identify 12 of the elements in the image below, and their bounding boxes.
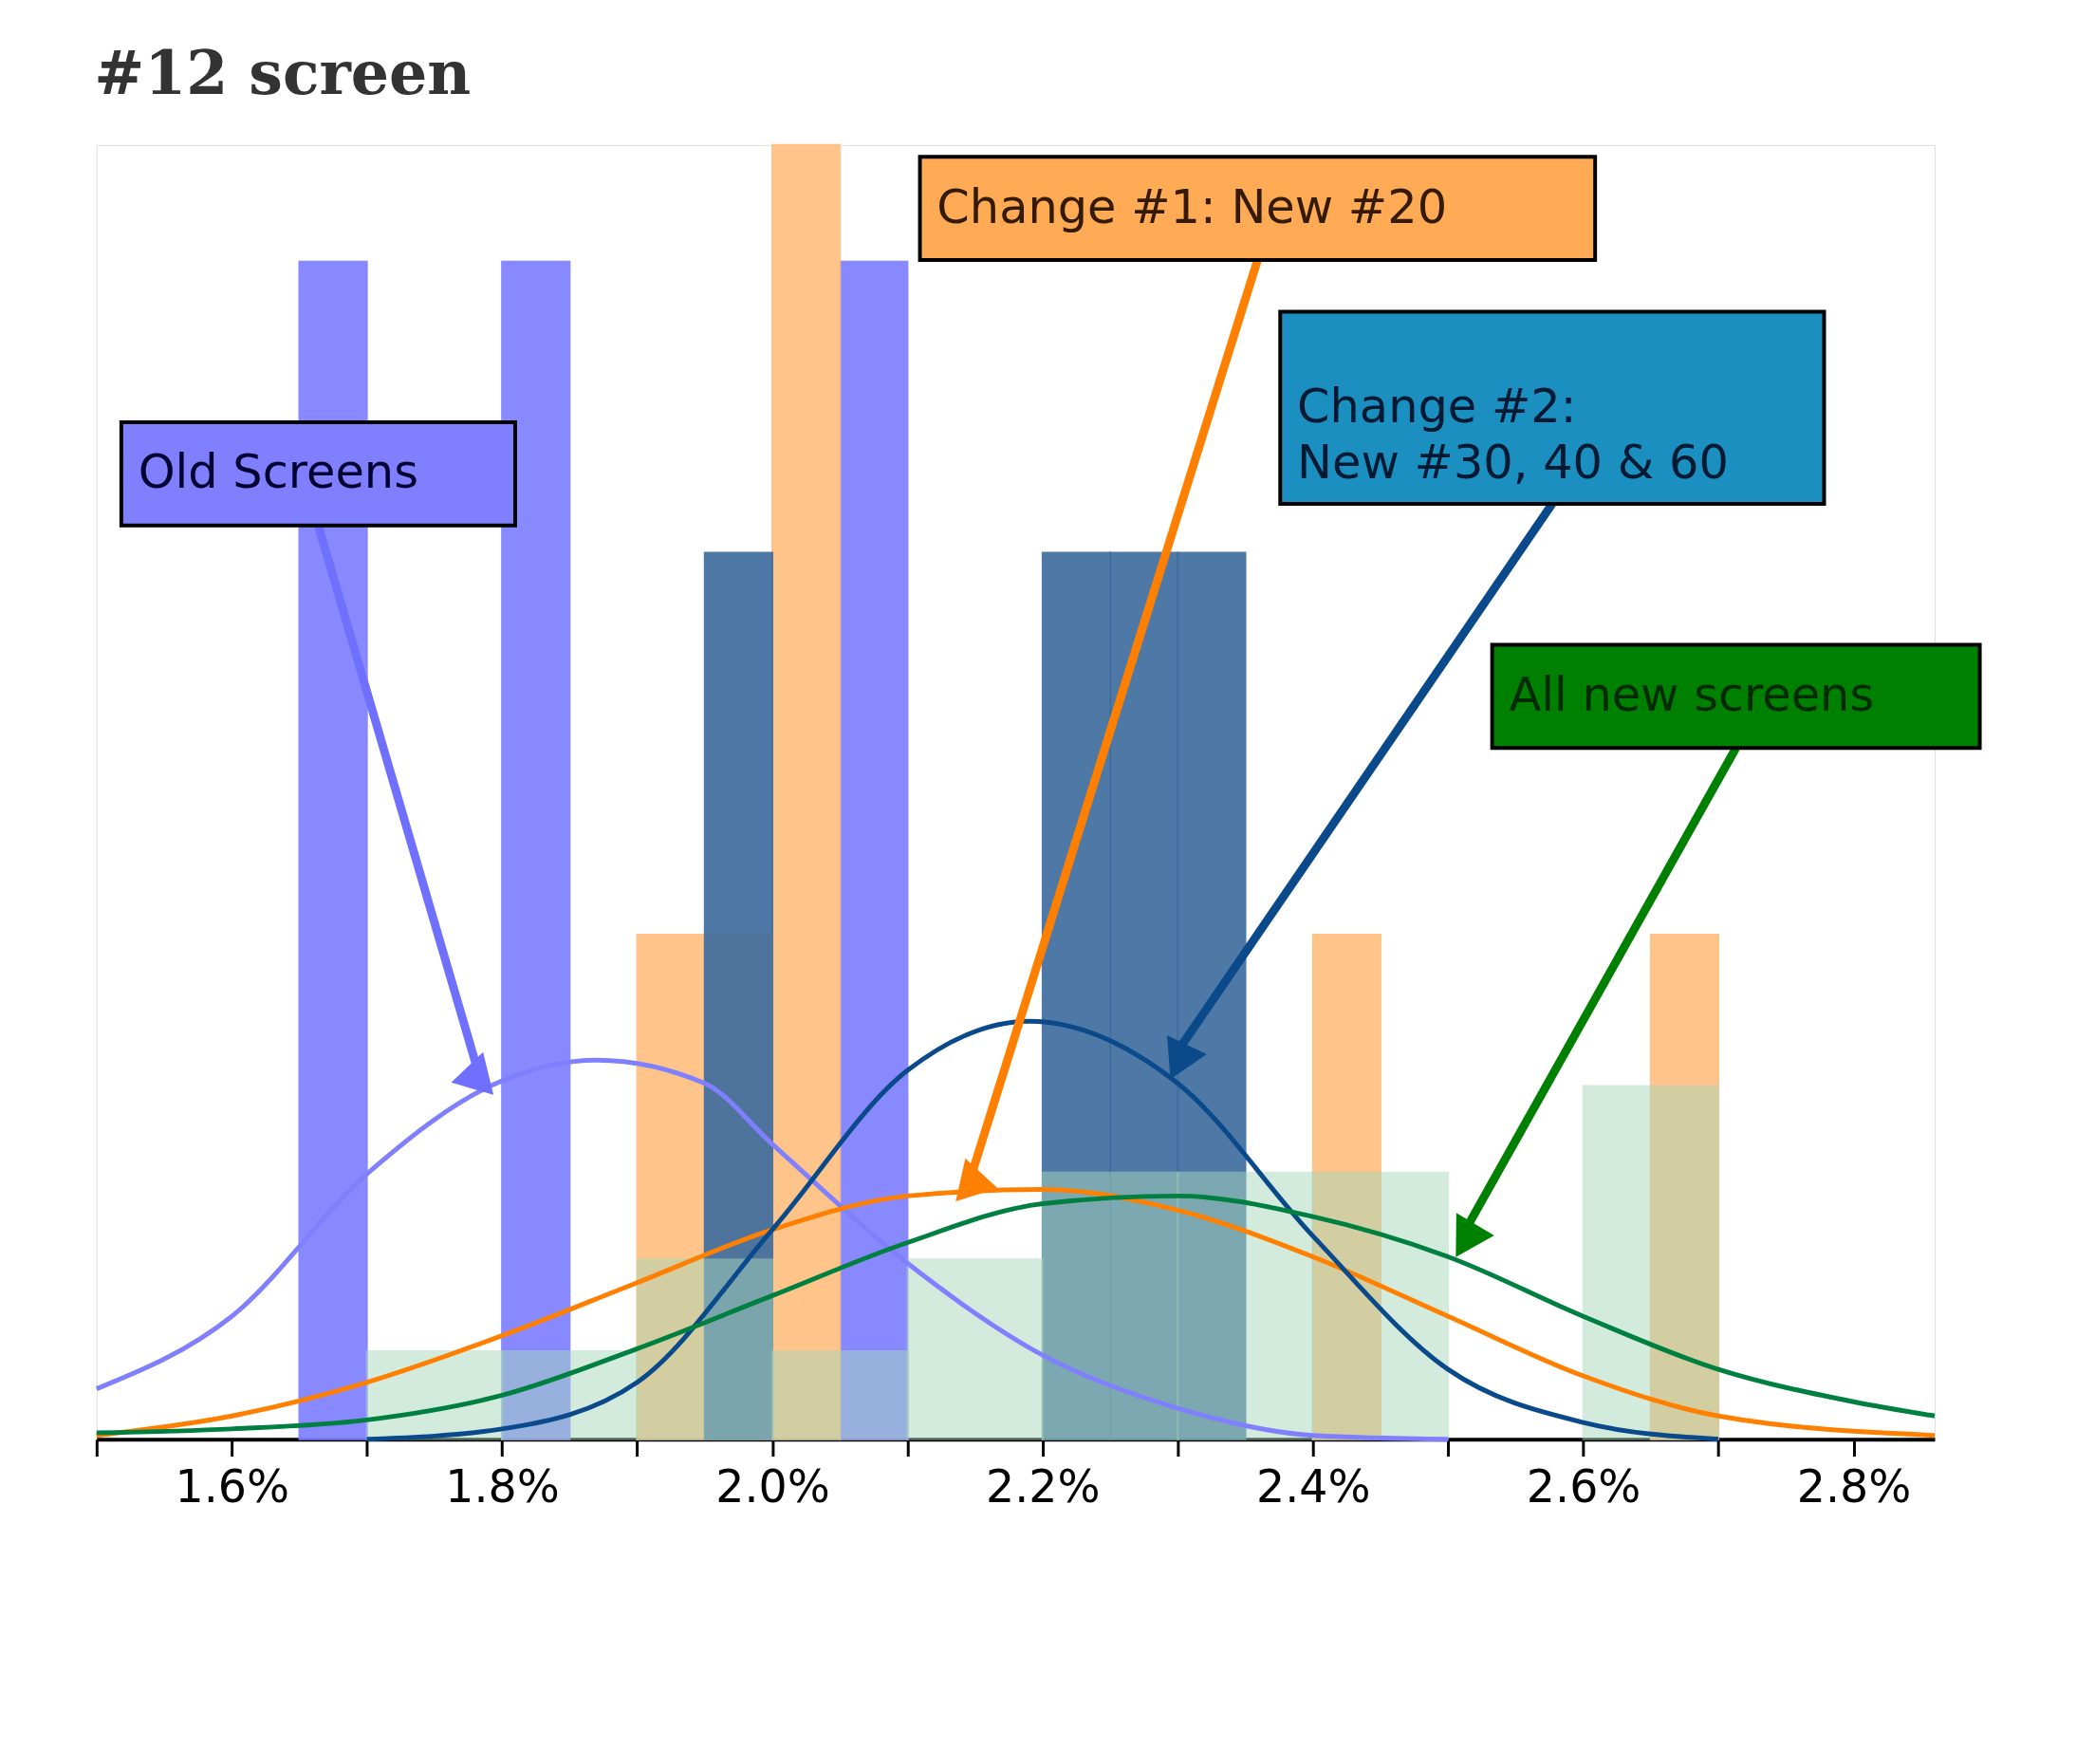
annotation: Change #2: New #30, 40 & 60 — [1297, 378, 1729, 490]
annotation: Change #1: New #20 — [936, 178, 1448, 234]
x-tick-label: 2.8% — [1796, 1459, 1912, 1513]
x-tick-label: 1.6% — [175, 1459, 289, 1513]
x-tick-label: 2.2% — [986, 1459, 1101, 1513]
x-tick-label: 2.6% — [1526, 1459, 1641, 1513]
annotation: Old Screens — [138, 444, 418, 500]
x-tick-label: 2.4% — [1255, 1459, 1371, 1513]
x-tick-label: 2.0% — [715, 1459, 830, 1513]
x-tick-label: 1.8% — [445, 1459, 560, 1513]
annotation: All new screens — [1509, 666, 1875, 722]
chart-title: #12 screen — [94, 38, 472, 109]
